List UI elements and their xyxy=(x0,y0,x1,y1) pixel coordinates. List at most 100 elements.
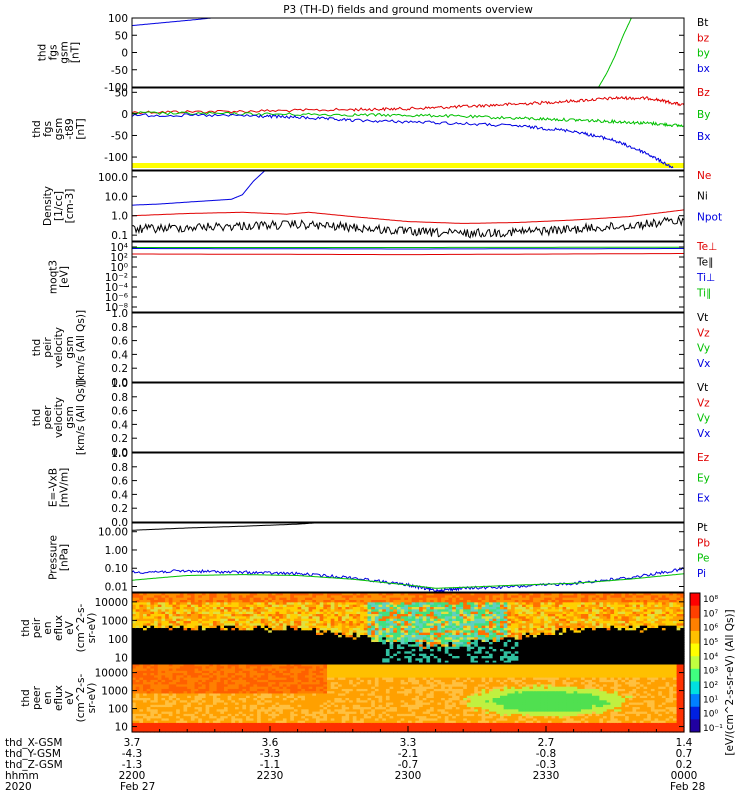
heatmap-cell xyxy=(205,614,210,617)
heatmap-cell xyxy=(157,621,163,624)
heatmap-cell xyxy=(286,625,291,629)
heatmap-cell xyxy=(308,621,313,624)
heatmap-cell xyxy=(161,632,166,636)
heatmap-cell xyxy=(135,713,140,717)
heatmap-cell xyxy=(525,651,531,655)
heatmap-cell xyxy=(448,642,453,645)
heatmap-cell xyxy=(636,621,641,624)
heatmap-cell xyxy=(621,611,626,615)
heatmap-cell xyxy=(316,625,321,629)
heatmap-cell xyxy=(338,607,343,610)
heatmap-cell xyxy=(330,646,335,650)
heatmap-cell xyxy=(371,621,376,624)
heatmap-cell xyxy=(625,646,630,650)
heatmap-cell xyxy=(150,595,155,599)
heatmap-cell xyxy=(680,642,685,645)
heatmap-cell xyxy=(360,637,365,641)
heatmap-cell xyxy=(135,630,140,634)
heatmap-cell xyxy=(319,649,324,652)
heatmap-cell xyxy=(547,621,553,624)
heatmap-cell xyxy=(676,649,681,652)
heatmap-cell xyxy=(665,618,670,622)
heatmap-cell xyxy=(551,604,556,608)
heatmap-cell xyxy=(419,597,424,601)
heatmap-cell xyxy=(271,642,277,645)
heatmap-cell xyxy=(268,632,273,636)
heatmap-cell xyxy=(143,637,148,641)
heatmap-cell xyxy=(415,600,420,603)
heatmap-cell xyxy=(356,660,361,664)
heatmap-cell xyxy=(621,625,626,629)
heatmap-cell xyxy=(146,649,151,652)
figure-title: P3 (TH-D) fields and ground moments over… xyxy=(283,4,533,16)
heatmap-cell xyxy=(588,656,593,659)
heatmap-cell xyxy=(584,653,589,657)
heatmap-cell xyxy=(500,642,505,645)
heatmap-cell xyxy=(260,593,266,596)
heatmap-cell xyxy=(389,609,394,613)
heatmap-cell xyxy=(514,651,519,655)
heatmap-cell xyxy=(242,651,247,655)
heatmap-cell xyxy=(235,614,240,617)
heatmap-cell xyxy=(146,698,151,701)
heatmap-cell xyxy=(676,639,681,643)
heatmap-cell xyxy=(540,616,545,620)
heatmap-cell xyxy=(676,658,681,662)
heatmap-cell xyxy=(599,609,604,613)
heatmap-cell xyxy=(216,630,221,634)
heatmap-cell xyxy=(573,656,578,659)
heatmap-cell xyxy=(422,644,427,648)
heatmap-cell xyxy=(220,658,225,662)
heatmap-cell xyxy=(187,651,192,655)
heatmap-cell xyxy=(264,597,269,601)
heatmap-cell xyxy=(132,679,137,683)
heatmap-cell xyxy=(647,618,652,622)
heatmap-cell xyxy=(658,637,663,641)
heatmap-cell xyxy=(606,649,611,652)
heatmap-cell xyxy=(411,614,416,617)
heatmap-cell xyxy=(647,614,652,617)
heatmap-cell xyxy=(154,660,159,664)
heatmap-cell xyxy=(220,593,225,596)
legend-Te⊥: Te⊥ xyxy=(696,241,717,253)
heatmap-cell xyxy=(562,656,567,659)
heatmap-cell xyxy=(500,651,505,655)
series-Npot xyxy=(132,170,265,206)
heatmap-cell xyxy=(470,597,475,601)
heatmap-cell xyxy=(143,684,148,688)
heatmap-cell xyxy=(235,604,240,608)
heatmap-cell xyxy=(496,600,501,603)
heatmap-cell xyxy=(227,593,232,596)
heatmap-cell xyxy=(345,614,350,617)
heatmap-cell xyxy=(198,600,203,603)
heatmap-cell xyxy=(224,642,229,645)
heatmap-cell xyxy=(676,600,681,603)
heatmap-cell xyxy=(345,623,350,627)
heatmap-cell xyxy=(580,602,586,606)
heatmap-cell xyxy=(573,637,578,641)
heatmap-cell xyxy=(492,602,497,606)
heatmap-cell xyxy=(621,597,626,601)
heatmap-cell xyxy=(135,651,140,655)
heatmap-cell xyxy=(260,656,266,659)
heatmap-cell xyxy=(238,639,243,643)
heatmap-cell xyxy=(463,639,468,643)
heatmap-cell xyxy=(316,637,321,641)
heatmap-cell xyxy=(338,614,343,617)
heatmap-cell xyxy=(378,597,383,601)
heatmap-cell xyxy=(503,597,508,601)
heatmap-cell xyxy=(330,623,335,627)
heatmap-cell xyxy=(154,716,159,719)
heatmap-cell xyxy=(378,602,383,606)
heatmap-cell xyxy=(592,607,597,610)
heatmap-cell xyxy=(150,682,155,685)
heatmap-cell xyxy=(665,607,670,610)
heatmap-cell xyxy=(540,637,545,641)
heatmap-cell xyxy=(143,718,148,722)
heatmap-cell xyxy=(437,597,442,601)
heatmap-cell xyxy=(396,625,402,629)
heatmap-cell xyxy=(621,609,626,613)
heatmap-cell xyxy=(382,614,387,617)
heatmap-cell xyxy=(514,656,519,659)
heatmap-cell xyxy=(650,607,656,610)
